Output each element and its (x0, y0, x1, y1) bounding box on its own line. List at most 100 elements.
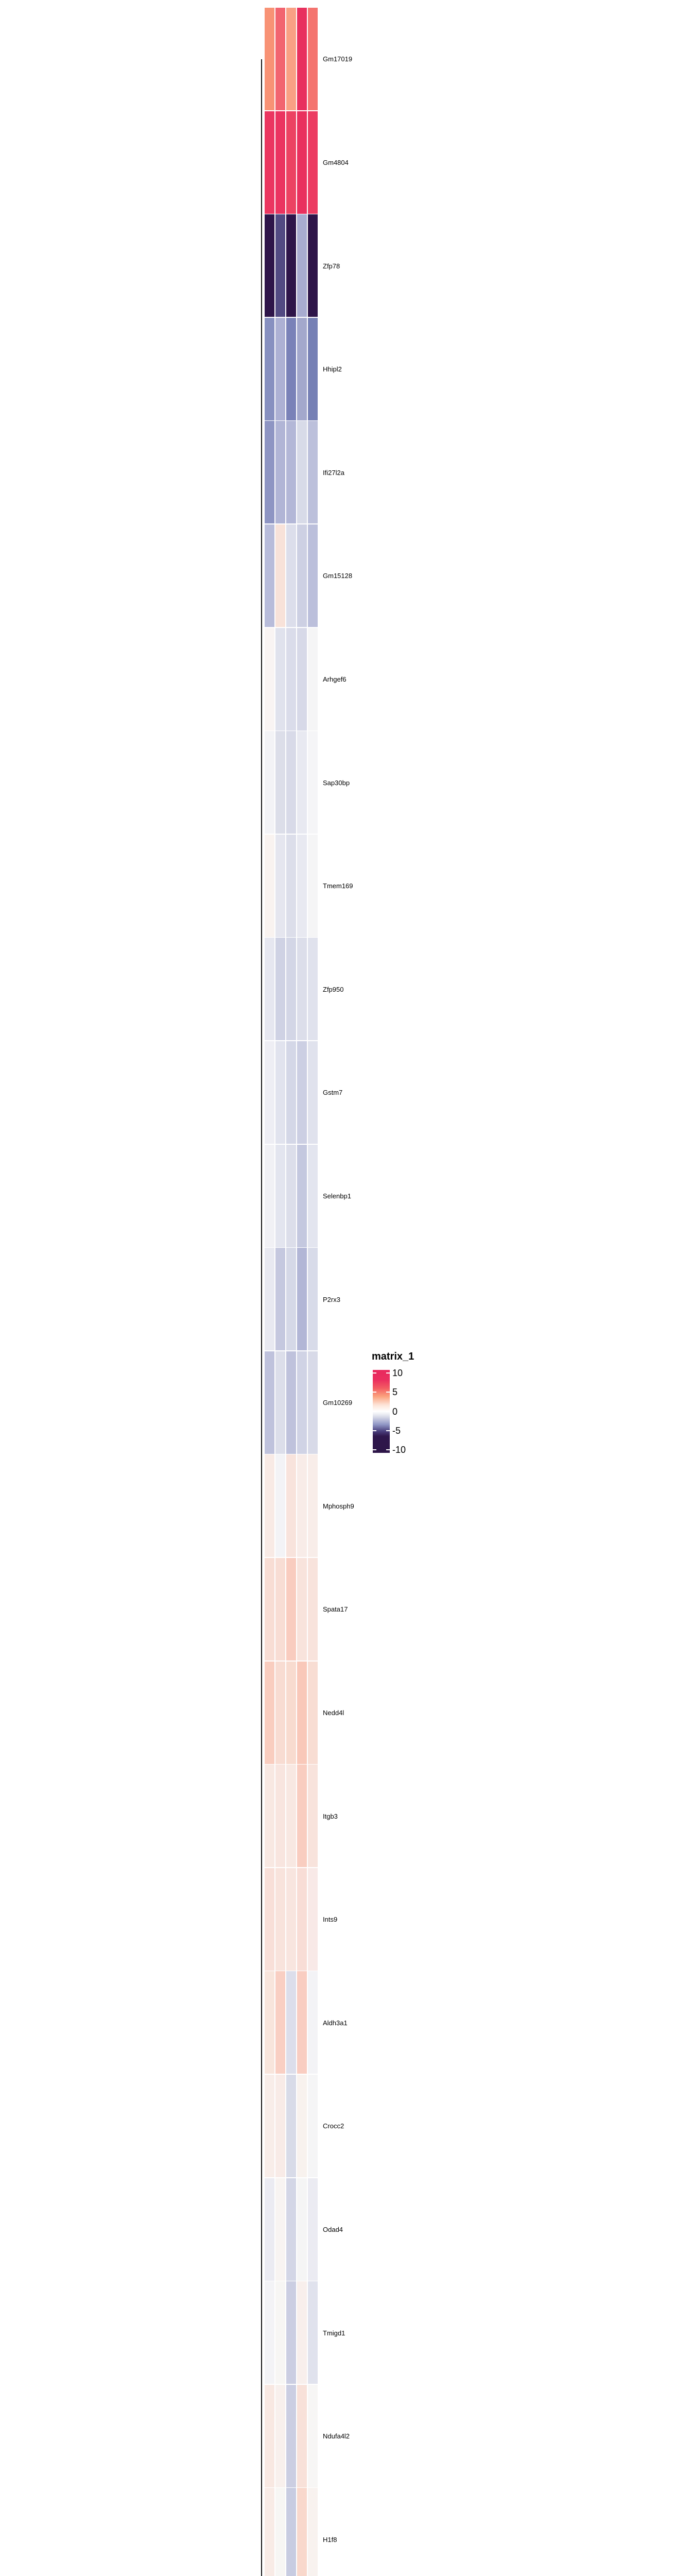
heatmap-cell (265, 524, 275, 628)
heatmap-cell (275, 1351, 286, 1454)
heatmap-cell (265, 1558, 275, 1661)
heatmap-cell (308, 731, 318, 834)
heatmap-cell (265, 2178, 275, 2281)
heatmap-cell (265, 2488, 275, 2576)
row-label: Ifi27l2a (323, 468, 344, 477)
legend-tick-mark (373, 1392, 376, 1393)
heatmap-cell (265, 214, 275, 317)
heatmap-cell (308, 1868, 318, 1971)
heatmap-cell (286, 1248, 297, 1351)
heatmap-cell (286, 1351, 297, 1454)
heatmap-cell (297, 1661, 307, 1764)
row-label: Gm17019 (323, 55, 353, 63)
legend-tick-mark (386, 1372, 390, 1374)
legend-tick-mark (386, 1411, 390, 1412)
row-label: Itgb3 (323, 1812, 338, 1820)
heatmap-cell (265, 2075, 275, 2178)
heatmap-cell (265, 1454, 275, 1557)
row-label: Gstm7 (323, 1089, 343, 1097)
heatmap-cell (275, 2488, 286, 2576)
heatmap-cell (308, 2075, 318, 2178)
heatmap-cell (297, 317, 307, 420)
legend-tick-mark (386, 1430, 390, 1431)
heatmap-cell (275, 1868, 286, 1971)
heatmap-cell (275, 1041, 286, 1144)
heatmap-cell (297, 421, 307, 524)
heatmap-cell (265, 1144, 275, 1247)
heatmap-cell (265, 111, 275, 214)
heatmap-cell (297, 834, 307, 937)
legend-tick-mark (386, 1449, 390, 1450)
color-legend: matrix_1 10 5 0 -5 -10 (372, 1350, 414, 1455)
row-label: H1f8 (323, 2535, 337, 2544)
heatmap-cell (275, 1661, 286, 1764)
heatmap-cell (297, 1248, 307, 1351)
heatmap-row (265, 2075, 319, 2178)
row-label: Hhipl2 (323, 365, 342, 374)
heatmap-row (265, 1765, 319, 1868)
legend-tick-mark (373, 1430, 376, 1431)
heatmap-row (265, 1351, 319, 1455)
heatmap-cell (265, 1971, 275, 2074)
row-label: Gm15128 (323, 572, 353, 580)
heatmap-cell (286, 524, 297, 628)
heatmap-cell (286, 1558, 297, 1661)
heatmap-cell (286, 834, 297, 937)
heatmap-cell (297, 1971, 307, 2074)
heatmap-cell (297, 938, 307, 1041)
heatmap-body (265, 8, 319, 2576)
heatmap-cell (286, 1661, 297, 1764)
heatmap-cell (275, 111, 286, 214)
heatmap-row (265, 1868, 319, 1972)
legend-tick-mark (373, 1411, 376, 1412)
heatmap-row (265, 1248, 319, 1351)
heatmap-cell (308, 834, 318, 937)
heatmap-cell (275, 731, 286, 834)
heatmap-cell (308, 2488, 318, 2576)
heatmap-row (265, 2384, 319, 2488)
heatmap-cell (275, 1454, 286, 1557)
heatmap-cell (275, 1248, 286, 1351)
legend-tick-label: 0 (392, 1406, 398, 1417)
heatmap-cell (286, 2384, 297, 2487)
heatmap-cell (275, 317, 286, 420)
heatmap-cell (265, 1248, 275, 1351)
heatmap-cell (297, 524, 307, 628)
legend-tick-mark (386, 1392, 390, 1393)
legend-tick-label: -10 (392, 1445, 406, 1455)
heatmap-cell (286, 2281, 297, 2384)
heatmap-cell (275, 1558, 286, 1661)
heatmap-cell (275, 2178, 286, 2281)
row-label: Gm4804 (323, 158, 349, 166)
heatmap-cell (297, 2075, 307, 2178)
heatmap-row (265, 2281, 319, 2385)
heatmap-cell (308, 1041, 318, 1144)
heatmap-cell (286, 1971, 297, 2074)
heatmap-cell (286, 1041, 297, 1144)
legend-tick-mark (373, 1372, 376, 1374)
heatmap-cell (265, 1041, 275, 1144)
heatmap-cell (297, 2384, 307, 2487)
heatmap-cell (265, 1351, 275, 1454)
heatmap-cell (265, 1868, 275, 1971)
heatmap-cell (308, 317, 318, 420)
row-label: Sap30bp (323, 778, 350, 787)
legend-tick-mark (373, 1449, 376, 1450)
heatmap-row (265, 421, 319, 524)
heatmap-cell (297, 1351, 307, 1454)
heatmap-cell (275, 1144, 286, 1247)
row-label: P2rx3 (323, 1295, 340, 1303)
heatmap-cell (286, 1144, 297, 1247)
heatmap-cell (275, 421, 286, 524)
row-dendrogram (261, 59, 262, 2576)
heatmap-cell (297, 2178, 307, 2281)
heatmap-row (265, 2488, 319, 2576)
heatmap-cell (275, 834, 286, 937)
heatmap-cell (308, 628, 318, 731)
heatmap-cell (297, 2281, 307, 2384)
heatmap-row (265, 1144, 319, 1248)
heatmap-row (265, 1661, 319, 1765)
legend-tick-label: -5 (392, 1425, 401, 1436)
heatmap-cell (308, 111, 318, 214)
heatmap-cell (265, 8, 275, 111)
